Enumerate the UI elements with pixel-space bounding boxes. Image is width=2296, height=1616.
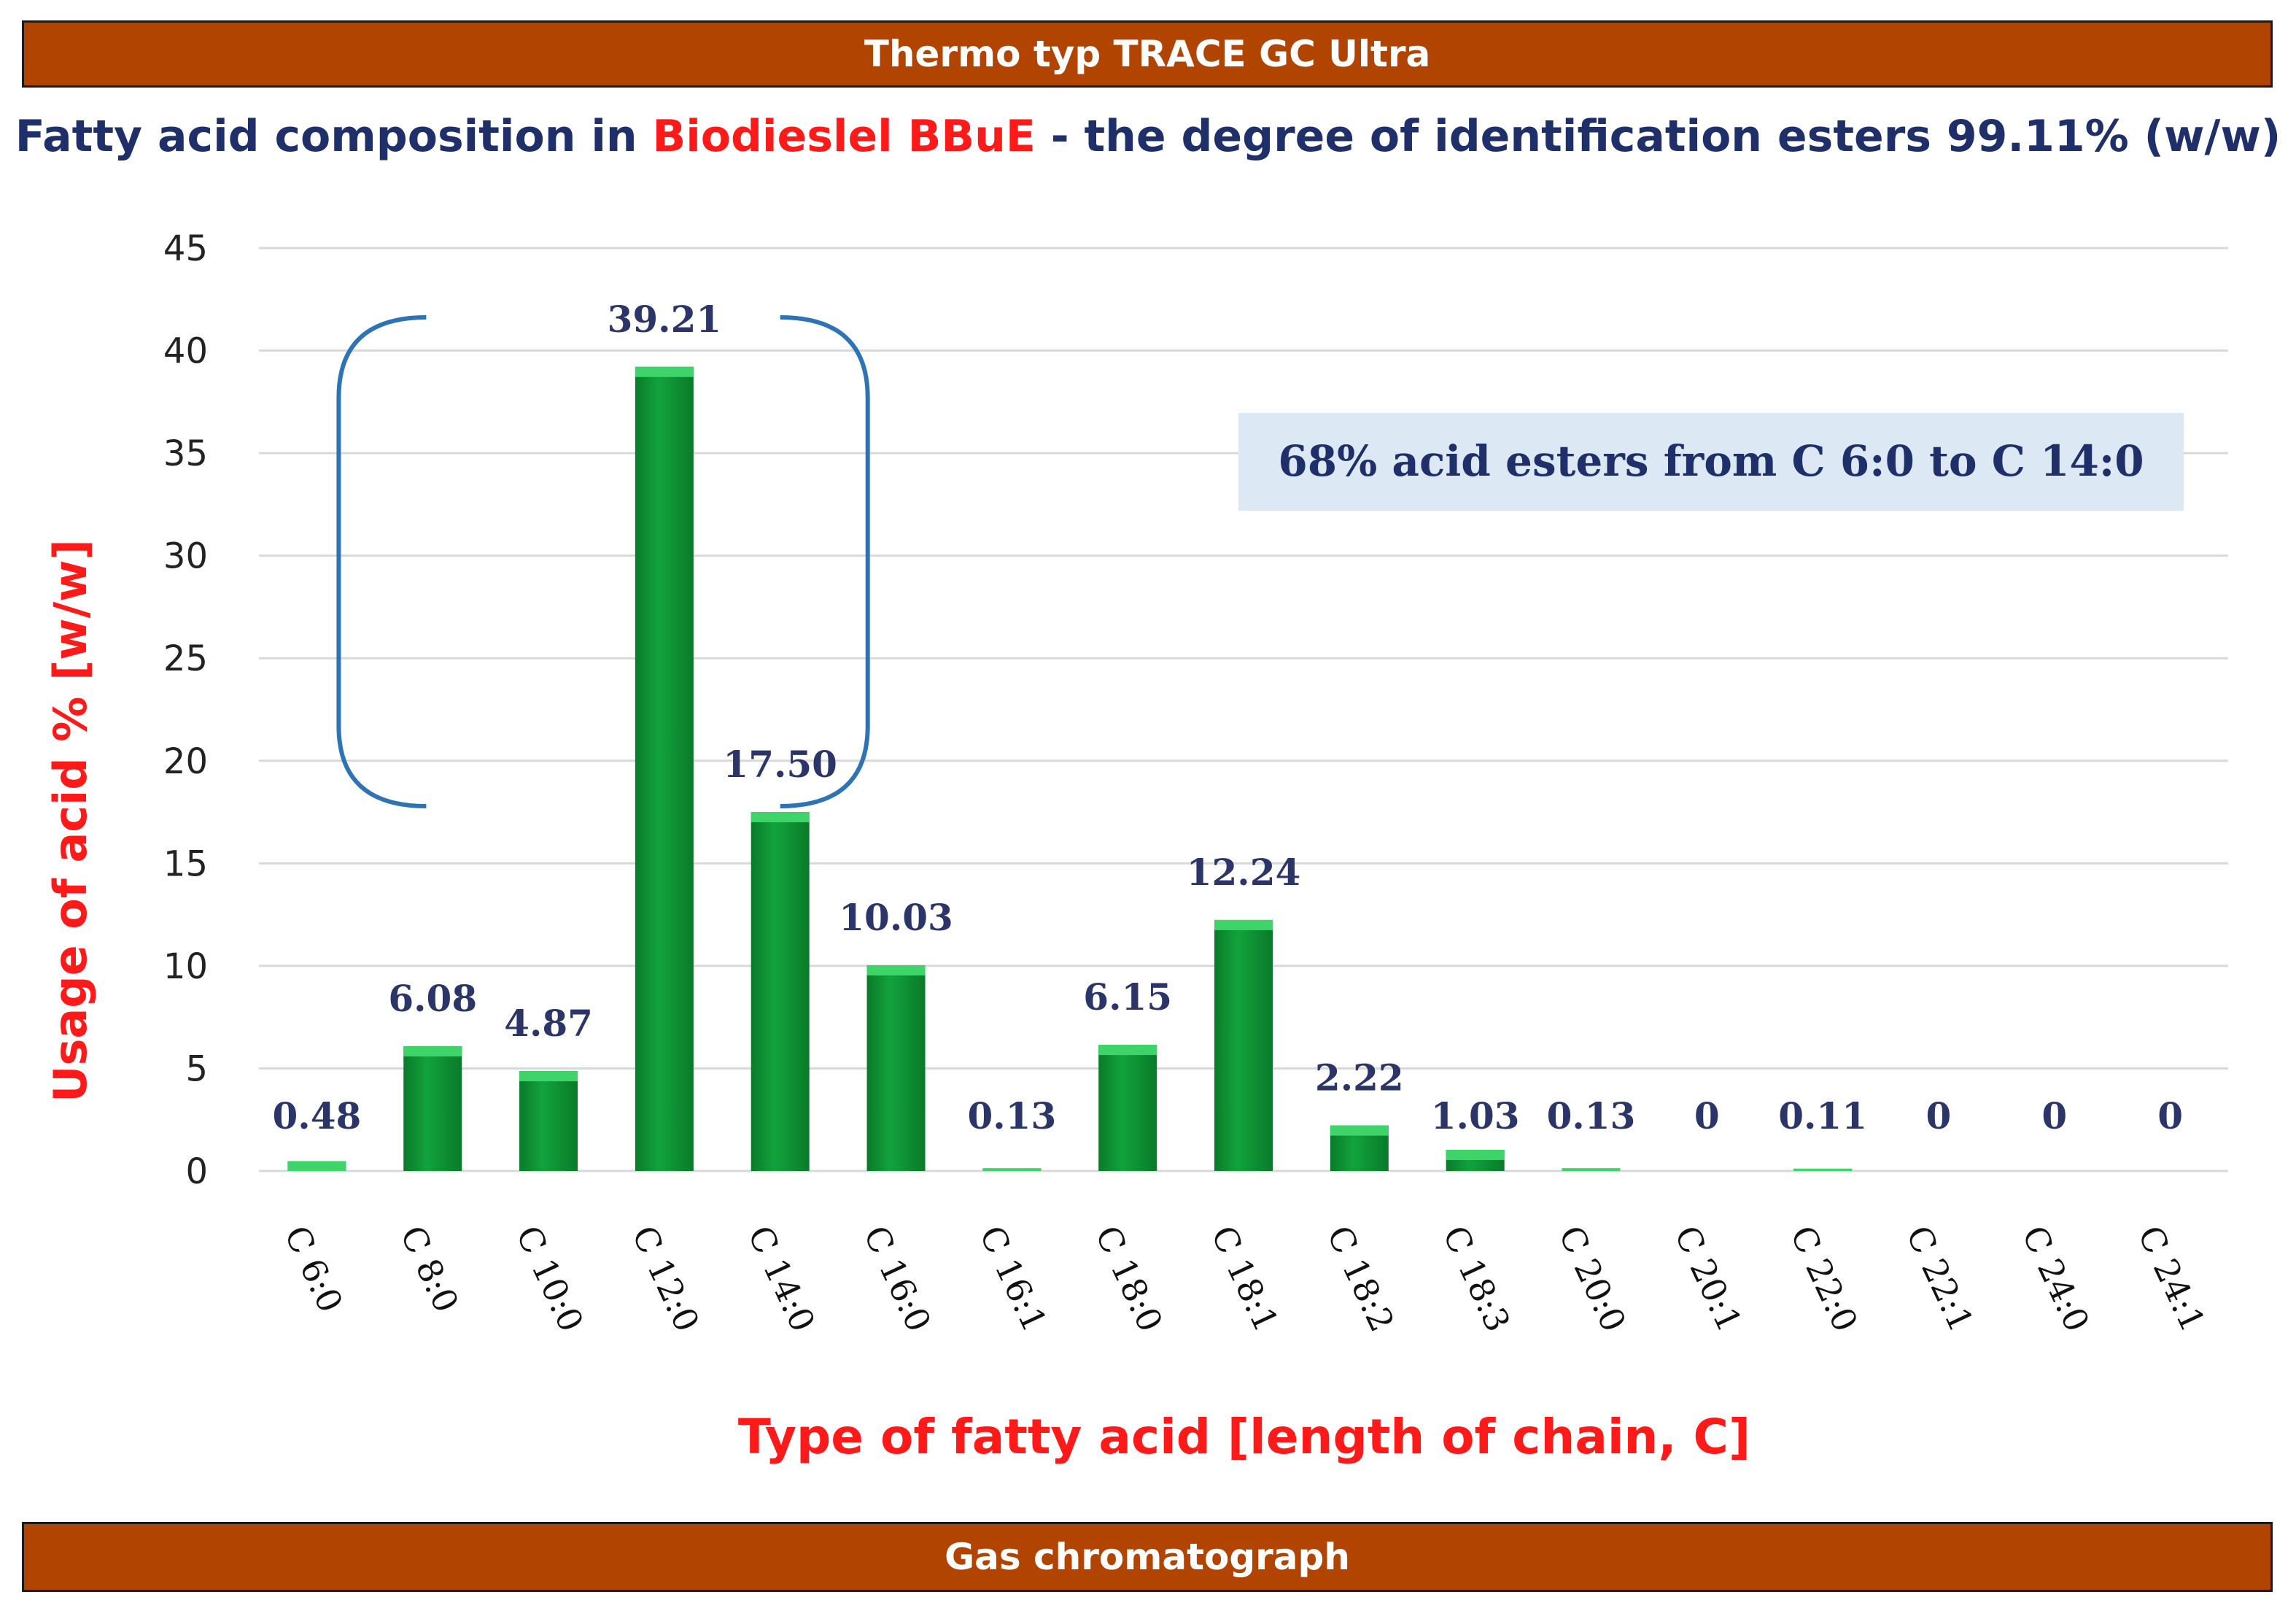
data-label: 0 (1694, 1094, 1720, 1137)
category-label: C 24:0 (2014, 1220, 2098, 1338)
data-label: 0.11 (1778, 1094, 1867, 1137)
data-label: 10.03 (839, 896, 953, 939)
annotation-background (1238, 413, 2184, 511)
data-label: 0 (2157, 1094, 2183, 1137)
bottom-banner-text: Gas chromatograph (945, 1536, 1350, 1578)
x-axis-title: Type of fatty acid [length of chain, C] (738, 1409, 1750, 1465)
chart-title: Fatty acid composition in Biodieslel BBu… (0, 111, 2296, 162)
data-labels: 0.48 6.08 4.87 39.21 17.50 10.03 0.13 6.15 12.24… (273, 298, 2183, 1137)
bar (1214, 919, 1273, 1171)
annotation-box: 68% acid esters from C 6:0 to C 14:0 (1238, 413, 2184, 511)
y-tick-label: 45 (163, 228, 208, 269)
category-label: C 18:1 (1203, 1220, 1287, 1338)
y-tick-label: 10 (163, 946, 208, 987)
bar-cap (1214, 919, 1273, 930)
data-label: 12.24 (1187, 851, 1301, 894)
bar-cap (403, 1046, 462, 1057)
bar (519, 1071, 578, 1171)
bottom-banner: Gas chromatograph (22, 1522, 2273, 1592)
category-label: C 20:0 (1551, 1220, 1634, 1338)
category-label: C 18:3 (1435, 1220, 1519, 1338)
category-label: C 16:1 (971, 1220, 1055, 1338)
x-axis-categories: C 6:0 C 8:0 C 10:0 C 12:0 C 14:0 C 16:0 C 16:1… (276, 1220, 2213, 1338)
y-tick-label: 25 (163, 638, 208, 679)
category-label: C 24:1 (2130, 1220, 2214, 1338)
chart-title-part1: Fatty acid composition in (15, 111, 653, 162)
y-tick-label: 40 (163, 331, 208, 372)
data-label: 17.50 (723, 743, 837, 786)
category-label: C 8:0 (392, 1220, 466, 1318)
data-label: 1.03 (1431, 1094, 1520, 1137)
y-tick-label: 30 (163, 536, 208, 577)
bracket-group (336, 315, 870, 808)
category-label: C 22:1 (1899, 1220, 1982, 1338)
annotation-text: 68% acid esters from C 6:0 to C 14:0 (1278, 436, 2144, 486)
category-label: C 18:0 (1087, 1220, 1171, 1338)
chart-title-part3: - the degree of identification esters 99… (1035, 111, 2281, 162)
y-axis-title: Usage of acid % [w/w] (44, 539, 97, 1102)
bars (287, 366, 1853, 1172)
left-bracket (336, 315, 427, 808)
category-label: C 14:0 (740, 1220, 823, 1338)
chart-title-highlight: Biodieslel BBuE (652, 111, 1036, 162)
category-label: C 18:2 (1319, 1220, 1403, 1338)
bar-cap (866, 965, 926, 976)
y-tick-label: 20 (163, 741, 208, 782)
bar-cap (519, 1071, 578, 1082)
data-label: 2.22 (1315, 1056, 1404, 1099)
bar-cap (982, 1168, 1042, 1171)
right-bracket (780, 315, 870, 808)
bar-cap (1793, 1168, 1853, 1171)
data-label: 6.08 (388, 977, 477, 1020)
y-tick-label: 35 (163, 433, 208, 474)
category-label: C 10:0 (508, 1220, 592, 1338)
top-banner-text: Thermo typ TRACE GC Ultra (864, 33, 1431, 75)
y-tick-label: 5 (185, 1048, 208, 1089)
bar-cap (1562, 1168, 1621, 1171)
data-label: 0 (2041, 1094, 2067, 1137)
category-label: C 12:0 (624, 1220, 707, 1338)
bar (1098, 1045, 1157, 1171)
y-tick-label: 0 (185, 1151, 208, 1192)
bar (635, 366, 694, 1172)
data-label: 0.48 (273, 1094, 362, 1137)
bar (403, 1046, 462, 1171)
category-label: C 16:0 (856, 1220, 939, 1338)
category-label: C 6:0 (276, 1220, 350, 1318)
data-label: 4.87 (504, 1002, 593, 1045)
bar-cap (1330, 1125, 1389, 1136)
data-label: 6.15 (1083, 975, 1172, 1018)
bar-cap (287, 1161, 346, 1171)
y-axis-ticks: 0 5 10 15 20 25 30 35 40 45 (163, 228, 208, 1192)
category-label: C 22:0 (1783, 1220, 1866, 1338)
data-label: 39.21 (608, 298, 722, 341)
category-label: C 20:1 (1667, 1220, 1750, 1338)
bar-cap (1098, 1045, 1157, 1056)
y-tick-label: 15 (163, 843, 208, 884)
bar-cap (635, 366, 694, 377)
top-banner: Thermo typ TRACE GC Ultra (22, 20, 2273, 88)
bar-cap (1446, 1150, 1505, 1161)
data-label: 0.13 (1547, 1094, 1636, 1137)
bar (751, 812, 810, 1171)
bar (866, 965, 926, 1171)
gridlines (259, 247, 2228, 1172)
bar-cap (751, 812, 810, 823)
data-label: 0.13 (967, 1094, 1056, 1137)
data-label: 0 (1926, 1094, 1952, 1137)
